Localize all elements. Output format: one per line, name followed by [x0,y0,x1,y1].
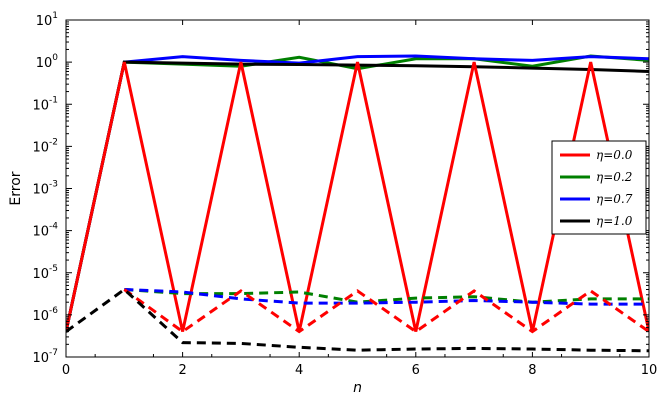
series-line-2-solid [66,54,649,332]
y-tick-label: 10-4 [32,222,58,240]
y-tick-exponent: 0 [52,53,58,63]
legend-label: η=0.0 [596,148,633,162]
series-line-6-dashed [124,288,649,306]
legend-label: η=0.2 [596,170,632,184]
legend: η=0.0 η=0.2 η=0.7 η=1.0 [551,140,647,235]
y-tick-exponent: -6 [49,306,58,316]
y-tick-base: 10 [32,183,49,198]
y-tick-exponent: -1 [49,95,58,105]
y-tick-label: 101 [36,11,58,29]
y-tick-base: 10 [32,351,49,366]
y-tick-exponent: -5 [49,264,58,274]
y-tick-base: 10 [32,309,49,324]
y-tick-exponent: -4 [49,222,58,232]
y-tick-exponent: 1 [52,11,58,21]
y-tick-label: 10-1 [32,95,58,113]
legend-label: η=0.7 [596,192,633,206]
series-line-4-solid [66,61,649,332]
series-line-7-dashed [123,288,649,334]
y-tick-label: 10-3 [32,180,58,198]
series-layer [66,54,649,353]
y-tick-label: 100 [36,53,59,71]
y-tick-label: 10-6 [32,306,58,324]
x-tick-label: 0 [62,363,70,378]
y-tick-exponent: -2 [49,137,58,147]
series-line-8-dashed [66,287,649,353]
y-tick-exponent: -3 [49,180,58,190]
y-tick-label: 10-5 [32,264,58,282]
x-tick-label: 10 [641,363,658,378]
y-tick-exponent: -7 [49,348,58,358]
x-tick-label: 6 [412,363,420,378]
y-tick-base: 10 [32,140,49,155]
x-tick-label: 8 [528,363,536,378]
y-tick-label: 10-2 [32,137,58,155]
y-tick-base: 10 [36,56,53,71]
x-axis-title: n [353,380,362,396]
y-tick-base: 10 [32,98,49,113]
series-line-5-dashed [124,288,649,304]
legend-label: η=1.0 [596,214,633,228]
y-tick-base: 10 [36,14,53,29]
y-tick-base: 10 [32,225,49,240]
x-tick-label: 2 [178,363,186,378]
x-tick-label: 4 [295,363,303,378]
y-axis-title: Error [8,171,24,205]
series-group [66,54,649,353]
y-tick-label: 10-7 [32,348,58,366]
y-tick-base: 10 [32,267,49,282]
